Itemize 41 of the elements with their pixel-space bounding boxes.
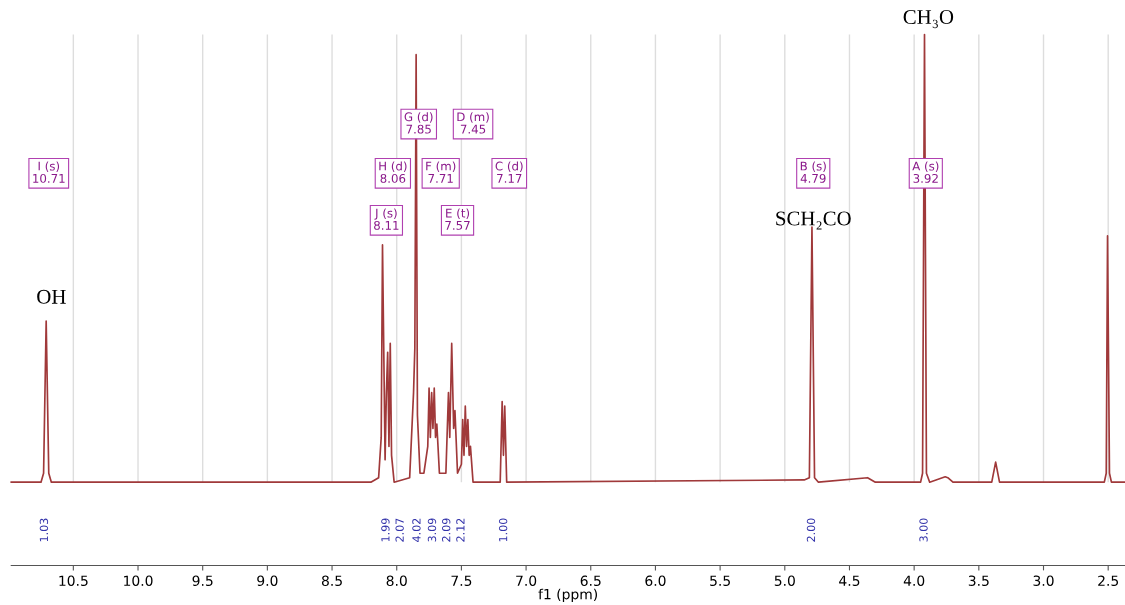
x-tick-label: 2.5: [1098, 575, 1119, 586]
text: 3.09: [427, 518, 437, 542]
text: 2.09: [442, 518, 451, 542]
annotation: D (m) 7.45: [457, 112, 489, 134]
annotation: G (d) 7.85: [404, 112, 433, 134]
x-tick-label: 6.0: [645, 575, 666, 586]
x-tick-label: 8.5: [321, 575, 342, 586]
text: 1.00: [498, 518, 508, 542]
x-tick-label: 7.0: [516, 575, 537, 586]
annotation: OH: [37, 289, 66, 304]
x-tick-label: 4.0: [903, 575, 925, 586]
x-tick-label: 3.5: [968, 575, 989, 586]
x-tick-label: 5.0: [774, 575, 795, 586]
text: 1.03: [39, 518, 49, 542]
x-tick-label: 7.5: [451, 575, 472, 586]
text: 2.07: [395, 518, 404, 542]
annotation: E (t) 7.57: [445, 208, 470, 230]
text: CH₃O: [903, 10, 954, 29]
text: 1.99: [381, 518, 390, 542]
text: 2.00: [806, 518, 816, 542]
annotation: B (s) 4.79: [800, 161, 826, 183]
x-tick-label: 6.5: [580, 575, 601, 586]
annotation: SCH₂CO: [776, 211, 851, 230]
x-tick-label: 10.0: [124, 575, 153, 586]
x-tick-label: 9.5: [192, 575, 213, 586]
annotation: A (s) 3.92: [912, 161, 939, 183]
x-tick-label: 3.0: [1033, 575, 1054, 586]
x-tick-label: 8.0: [386, 575, 407, 586]
x-tick-label: 10.5: [59, 575, 88, 586]
x-tick-label: 4.5: [839, 575, 860, 586]
x-axis-title: f1 (ppm): [538, 588, 597, 603]
annotation: I (s) 10.71: [33, 161, 65, 183]
annotation: F (m) 7.71: [426, 161, 456, 183]
annotation: H (d) 8.06: [379, 161, 407, 183]
text: 3.00: [919, 518, 928, 542]
annotation: C (d) 7.17: [495, 161, 523, 183]
x-tick-label: 9.0: [257, 575, 278, 586]
text: 4.02: [412, 518, 421, 542]
x-tick-label: 5.5: [710, 575, 730, 586]
text: 2.12: [456, 518, 465, 542]
annotation: J (s) 8.11: [374, 208, 399, 230]
